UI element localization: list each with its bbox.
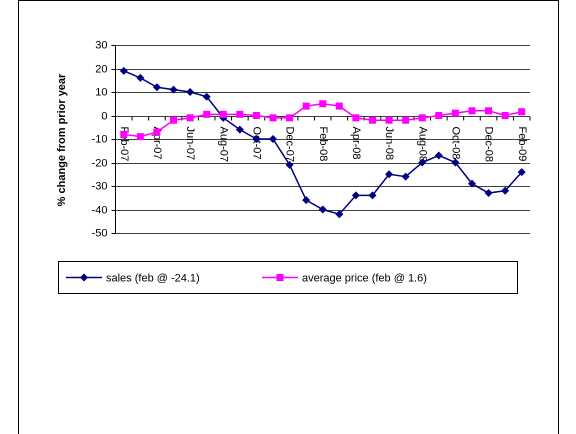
point: [468, 107, 476, 115]
point: [120, 130, 128, 138]
point: [269, 114, 277, 122]
legend-label: sales (feb @ -24.1): [106, 272, 200, 284]
point: [518, 108, 526, 116]
point: [451, 158, 460, 167]
point: [252, 135, 261, 143]
point: [385, 116, 393, 124]
x-tick-label: Feb-08: [317, 127, 329, 162]
y-axis-title: % change from prior year: [56, 73, 68, 206]
point: [517, 168, 526, 177]
point: [467, 179, 476, 188]
point: [136, 133, 144, 141]
point: [236, 110, 244, 118]
x-tick-label: Jun-07: [184, 127, 196, 161]
x-tick-label: Dec-07: [284, 127, 296, 162]
chart-frame: [18, 0, 559, 434]
point: [368, 116, 376, 124]
x-tick-label: Jun-08: [383, 127, 395, 161]
point: [418, 114, 426, 122]
point: [351, 191, 360, 200]
point: [434, 151, 443, 160]
y-tick-label: 20: [95, 63, 107, 75]
point: [368, 191, 377, 200]
point: [401, 172, 410, 181]
x-tick-label: Feb-09: [516, 127, 528, 162]
point: [501, 112, 509, 119]
x-tick-label: Aug-08: [416, 127, 428, 162]
point: [119, 66, 128, 75]
x-tick-label: Apr-08: [350, 127, 362, 160]
point: [485, 107, 493, 115]
point: [402, 116, 410, 124]
point: [302, 196, 311, 205]
x-tick-label: Dec-08: [483, 127, 495, 162]
point: [235, 125, 244, 134]
y-tick-label: -20: [92, 157, 108, 169]
point: [335, 210, 344, 219]
point: [286, 114, 294, 122]
legend-marker: [80, 273, 88, 282]
point: [435, 112, 443, 119]
y-tick-label: 30: [95, 39, 107, 51]
legend-marker: [276, 274, 284, 281]
point: [152, 83, 161, 92]
point: [335, 102, 343, 110]
point: [451, 109, 459, 117]
point: [501, 186, 510, 195]
y-tick-label: -30: [92, 180, 108, 192]
y-tick-label: -10: [92, 133, 108, 145]
point: [318, 205, 327, 214]
point: [385, 170, 394, 179]
y-tick-label: -40: [92, 204, 108, 216]
y-tick-label: -50: [92, 227, 108, 239]
point: [269, 135, 278, 143]
point: [203, 110, 211, 118]
point: [302, 102, 310, 110]
point: [153, 128, 161, 136]
point: [352, 114, 360, 122]
point: [169, 85, 178, 94]
point: [202, 92, 211, 101]
legend-label: average price (feb @ 1.6): [302, 272, 427, 284]
point: [136, 73, 145, 82]
point: [252, 112, 260, 119]
point: [186, 88, 195, 96]
y-tick-label: 10: [95, 86, 107, 98]
point: [186, 114, 194, 122]
point: [170, 116, 178, 124]
x-tick-label: Aug-07: [217, 127, 229, 162]
x-tick-label: Oct-07: [251, 127, 263, 160]
point: [285, 160, 294, 169]
x-tick-label: Oct-08: [449, 127, 461, 160]
y-tick-label: 0: [101, 110, 107, 122]
point: [319, 100, 327, 108]
point: [219, 110, 227, 118]
point: [418, 158, 427, 167]
point: [484, 189, 493, 198]
